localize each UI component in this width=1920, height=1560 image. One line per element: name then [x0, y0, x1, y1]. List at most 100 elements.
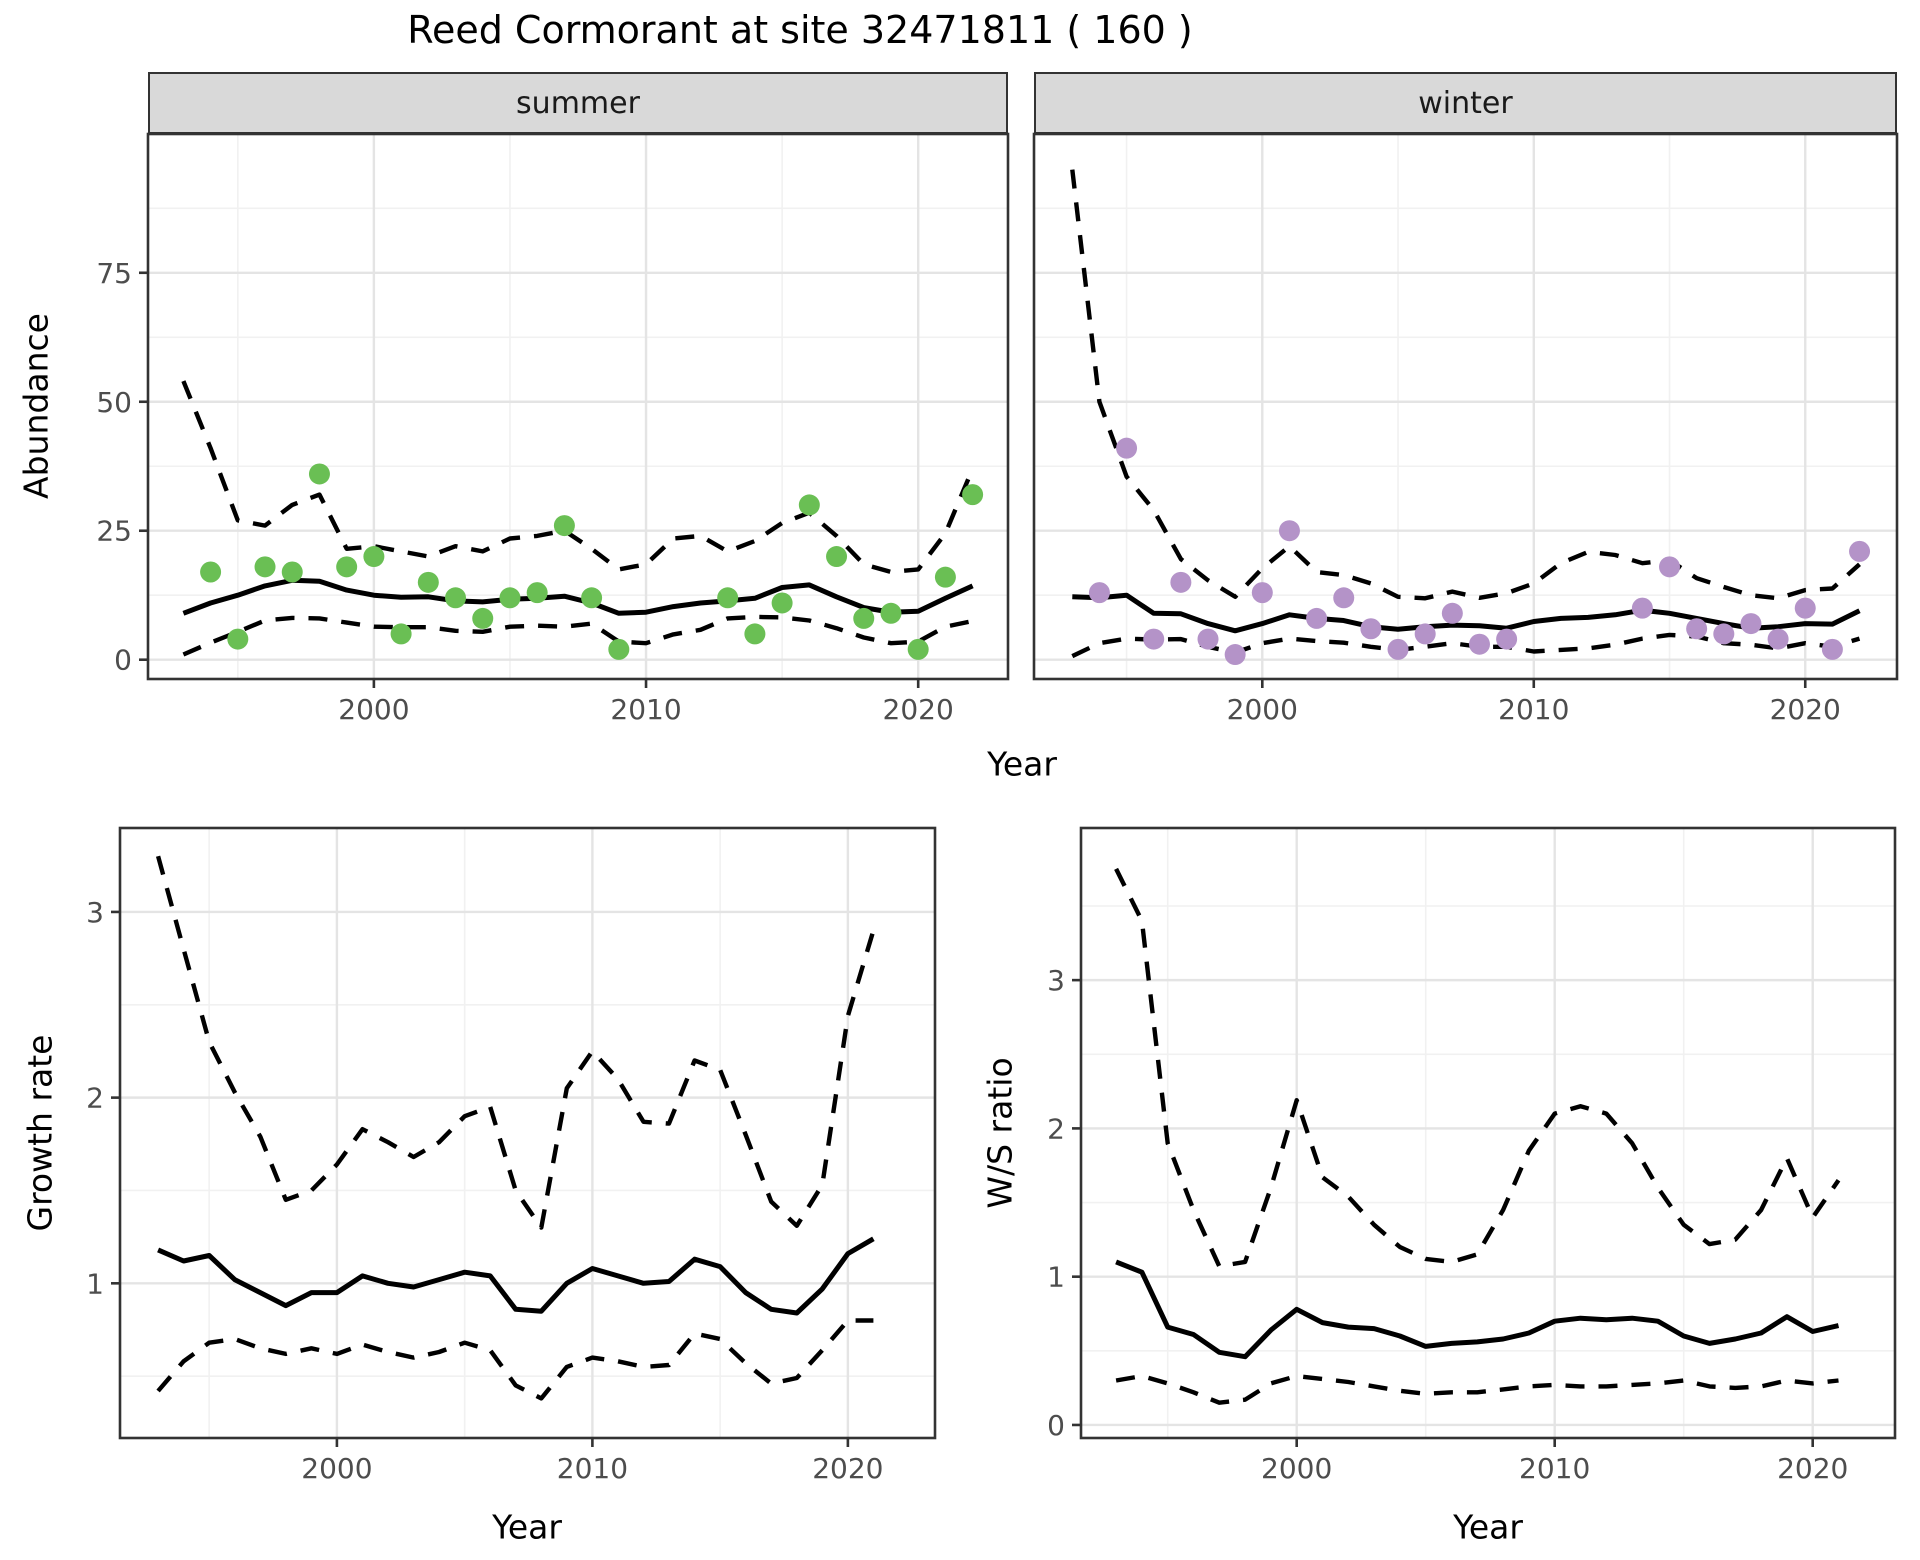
data-point [445, 587, 467, 609]
tick-label-x: 2010 [557, 1452, 628, 1485]
facet-strip-summer: summer [148, 72, 1008, 134]
tick-label-x: 2010 [1519, 1452, 1590, 1485]
facet-strip-summer-label: summer [516, 85, 640, 121]
ci-lower-line [156, 1318, 874, 1401]
ci-upper-line [155, 855, 876, 1230]
data-point [227, 628, 249, 650]
y-axis-label-ws-ratio: W/S ratio [980, 1057, 1020, 1209]
data-point [390, 623, 412, 645]
data-point [717, 587, 739, 609]
data-point [581, 587, 603, 609]
tick-label-x: 2020 [883, 693, 954, 726]
data-point [1387, 638, 1409, 660]
data-point [1224, 644, 1246, 666]
data-point [962, 484, 984, 506]
y-axis-label-growth-rate: Growth rate [20, 1034, 60, 1232]
tick-label-x: 2000 [301, 1452, 372, 1485]
panel-border [1079, 826, 1897, 1440]
data-point [363, 546, 385, 568]
data-point [553, 515, 575, 537]
data-point [907, 638, 929, 660]
data-point [281, 561, 303, 583]
tick-label-y: 2 [1047, 1112, 1065, 1145]
data-point [1306, 607, 1328, 629]
tick-label-x: 2010 [610, 693, 681, 726]
data-point [336, 556, 358, 578]
tick-label-y: 75 [96, 257, 132, 290]
data-point [472, 607, 494, 629]
tick-label-x: 2020 [1770, 693, 1841, 726]
data-point [1713, 623, 1735, 645]
data-point [1278, 520, 1300, 542]
data-point [1116, 437, 1138, 459]
mean-line [1072, 592, 1861, 634]
data-point [934, 566, 956, 588]
data-point [608, 638, 630, 660]
data-point [1496, 628, 1518, 650]
ci-upper-line [181, 380, 975, 575]
tick-label-y: 50 [96, 386, 132, 419]
tick-label-y: 1 [1047, 1261, 1065, 1294]
ci-lower-line [1071, 632, 1861, 659]
data-point [1360, 618, 1382, 640]
data-point [880, 602, 902, 624]
data-point [1197, 628, 1219, 650]
ci-upper-line [1070, 169, 1861, 601]
data-point [1821, 638, 1843, 660]
data-point [1441, 602, 1463, 624]
tick-label-y: 0 [114, 644, 132, 677]
data-point [1686, 618, 1708, 640]
data-point [1143, 628, 1165, 650]
data-point [1333, 587, 1355, 609]
data-point [308, 463, 330, 485]
data-point [1170, 571, 1192, 593]
tick-label-x: 2000 [338, 693, 409, 726]
data-point [744, 623, 766, 645]
data-point [771, 592, 793, 614]
panel-border [118, 826, 937, 1440]
data-point [526, 582, 548, 604]
data-point [1740, 613, 1762, 635]
data-point [1794, 597, 1816, 619]
tick-label-y: 1 [86, 1267, 104, 1300]
data-point [1631, 597, 1653, 619]
tick-label-x: 2020 [1777, 1452, 1848, 1485]
tick-label-x: 2010 [1498, 693, 1569, 726]
mean-line [157, 1236, 875, 1316]
tick-label-y: 2 [86, 1082, 104, 1115]
y-axis-label-abundance: Abundance [16, 313, 56, 499]
data-point [1849, 540, 1871, 562]
tick-label-y: 0 [1047, 1409, 1065, 1442]
x-axis-label-year-top: Year [987, 744, 1057, 784]
data-point [417, 571, 439, 593]
data-point [1251, 582, 1273, 604]
tick-label-x: 2000 [1261, 1452, 1332, 1485]
ci-lower-line [1115, 1373, 1839, 1405]
mean-line [182, 577, 974, 616]
data-point [499, 587, 521, 609]
tick-label-y: 3 [86, 896, 104, 929]
ci-lower-line [182, 614, 974, 657]
facet-strip-winter: winter [1034, 72, 1897, 134]
data-point [1088, 582, 1110, 604]
data-point [798, 494, 820, 516]
facet-strip-winter-label: winter [1418, 85, 1513, 121]
tick-label-x: 2000 [1227, 693, 1298, 726]
data-point [1767, 628, 1789, 650]
data-point [1468, 633, 1490, 655]
data-point [826, 546, 848, 568]
data-point [853, 607, 875, 629]
x-axis-label-year-growth: Year [492, 1507, 562, 1547]
mean-line [1115, 1259, 1840, 1360]
tick-label-y: 3 [1047, 964, 1065, 997]
tick-label-x: 2020 [812, 1452, 883, 1485]
panel-border [146, 132, 1010, 681]
x-axis-label-year-ws: Year [1453, 1507, 1523, 1547]
ci-upper-line [1114, 867, 1841, 1269]
data-point [1414, 623, 1436, 645]
chart-title: Reed Cormorant at site 32471811 ( 160 ) [407, 8, 1193, 52]
data-point [1659, 556, 1681, 578]
panel-border [1032, 132, 1899, 681]
